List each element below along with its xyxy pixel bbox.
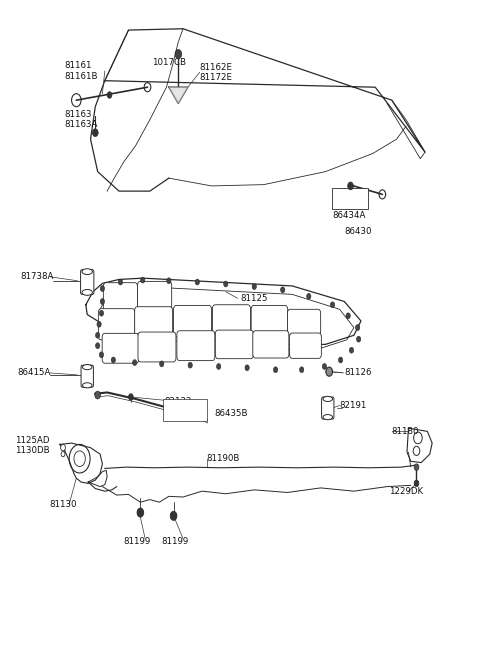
FancyBboxPatch shape [332, 188, 368, 209]
Ellipse shape [83, 365, 92, 369]
Circle shape [224, 281, 228, 287]
FancyBboxPatch shape [103, 283, 137, 314]
FancyBboxPatch shape [102, 333, 139, 364]
Circle shape [322, 364, 326, 369]
FancyBboxPatch shape [322, 397, 334, 419]
Circle shape [159, 361, 164, 367]
Circle shape [300, 367, 304, 373]
Text: 81125: 81125 [240, 294, 267, 303]
Ellipse shape [82, 269, 93, 274]
Circle shape [346, 313, 350, 319]
Ellipse shape [83, 383, 92, 388]
Circle shape [349, 347, 354, 353]
Circle shape [330, 302, 335, 308]
FancyBboxPatch shape [216, 330, 253, 359]
Text: 1229DK: 1229DK [389, 487, 423, 496]
Circle shape [100, 286, 105, 291]
Circle shape [60, 444, 65, 451]
FancyBboxPatch shape [253, 331, 289, 358]
Circle shape [61, 451, 65, 457]
Text: 81162E
81172E: 81162E 81172E [200, 63, 233, 82]
Circle shape [356, 325, 360, 330]
Text: 81199: 81199 [162, 537, 189, 546]
Ellipse shape [82, 290, 93, 295]
Circle shape [414, 464, 419, 470]
Circle shape [107, 92, 112, 98]
Text: 81126: 81126 [344, 369, 372, 377]
Circle shape [274, 367, 278, 373]
Circle shape [118, 279, 122, 285]
Circle shape [195, 279, 199, 285]
Text: 83133
86434A: 83133 86434A [333, 201, 366, 220]
Circle shape [175, 50, 181, 59]
FancyBboxPatch shape [213, 305, 251, 335]
FancyBboxPatch shape [81, 270, 94, 294]
Circle shape [188, 362, 192, 368]
Text: 81180: 81180 [392, 427, 420, 436]
FancyBboxPatch shape [137, 282, 172, 311]
Circle shape [96, 343, 100, 348]
Circle shape [99, 352, 104, 358]
Circle shape [141, 277, 145, 283]
Circle shape [137, 508, 144, 517]
Circle shape [95, 391, 100, 399]
Circle shape [97, 322, 101, 328]
Text: 81161
81161B: 81161 81161B [64, 62, 98, 81]
Circle shape [338, 357, 343, 363]
Text: 1125AD
1130DB: 1125AD 1130DB [14, 436, 49, 455]
Text: 86430: 86430 [344, 227, 372, 236]
Text: 86435B: 86435B [214, 409, 247, 418]
FancyBboxPatch shape [251, 305, 288, 334]
Ellipse shape [323, 415, 333, 420]
Circle shape [170, 512, 177, 520]
Text: 1017CB: 1017CB [152, 58, 186, 67]
FancyBboxPatch shape [289, 333, 322, 358]
FancyBboxPatch shape [135, 307, 173, 338]
Circle shape [414, 480, 419, 487]
Text: 81190B: 81190B [207, 454, 240, 463]
Circle shape [100, 299, 105, 305]
Text: 81130: 81130 [49, 500, 77, 509]
Circle shape [93, 129, 98, 136]
Circle shape [245, 365, 249, 371]
Text: 81199: 81199 [124, 537, 151, 546]
Circle shape [129, 394, 133, 400]
FancyBboxPatch shape [177, 331, 215, 361]
Circle shape [111, 357, 116, 363]
Circle shape [357, 336, 361, 342]
Circle shape [96, 332, 100, 338]
Circle shape [132, 360, 137, 365]
Text: 86415A: 86415A [17, 369, 50, 377]
FancyBboxPatch shape [81, 365, 94, 387]
Text: 81738A: 81738A [21, 272, 54, 282]
Ellipse shape [323, 396, 333, 402]
Circle shape [348, 182, 353, 190]
Polygon shape [169, 87, 188, 103]
Circle shape [216, 364, 221, 369]
FancyBboxPatch shape [288, 309, 321, 335]
FancyBboxPatch shape [138, 332, 176, 362]
Text: 81163
81163A: 81163 81163A [64, 110, 98, 130]
Circle shape [99, 310, 104, 316]
Text: 82132
86438A: 82132 86438A [164, 397, 197, 417]
FancyBboxPatch shape [174, 305, 212, 337]
Circle shape [326, 367, 333, 376]
Circle shape [252, 284, 256, 290]
Circle shape [307, 293, 311, 299]
Circle shape [167, 278, 171, 284]
Text: 82191: 82191 [340, 401, 367, 410]
FancyBboxPatch shape [98, 309, 135, 340]
FancyBboxPatch shape [163, 399, 207, 421]
Circle shape [281, 287, 285, 293]
